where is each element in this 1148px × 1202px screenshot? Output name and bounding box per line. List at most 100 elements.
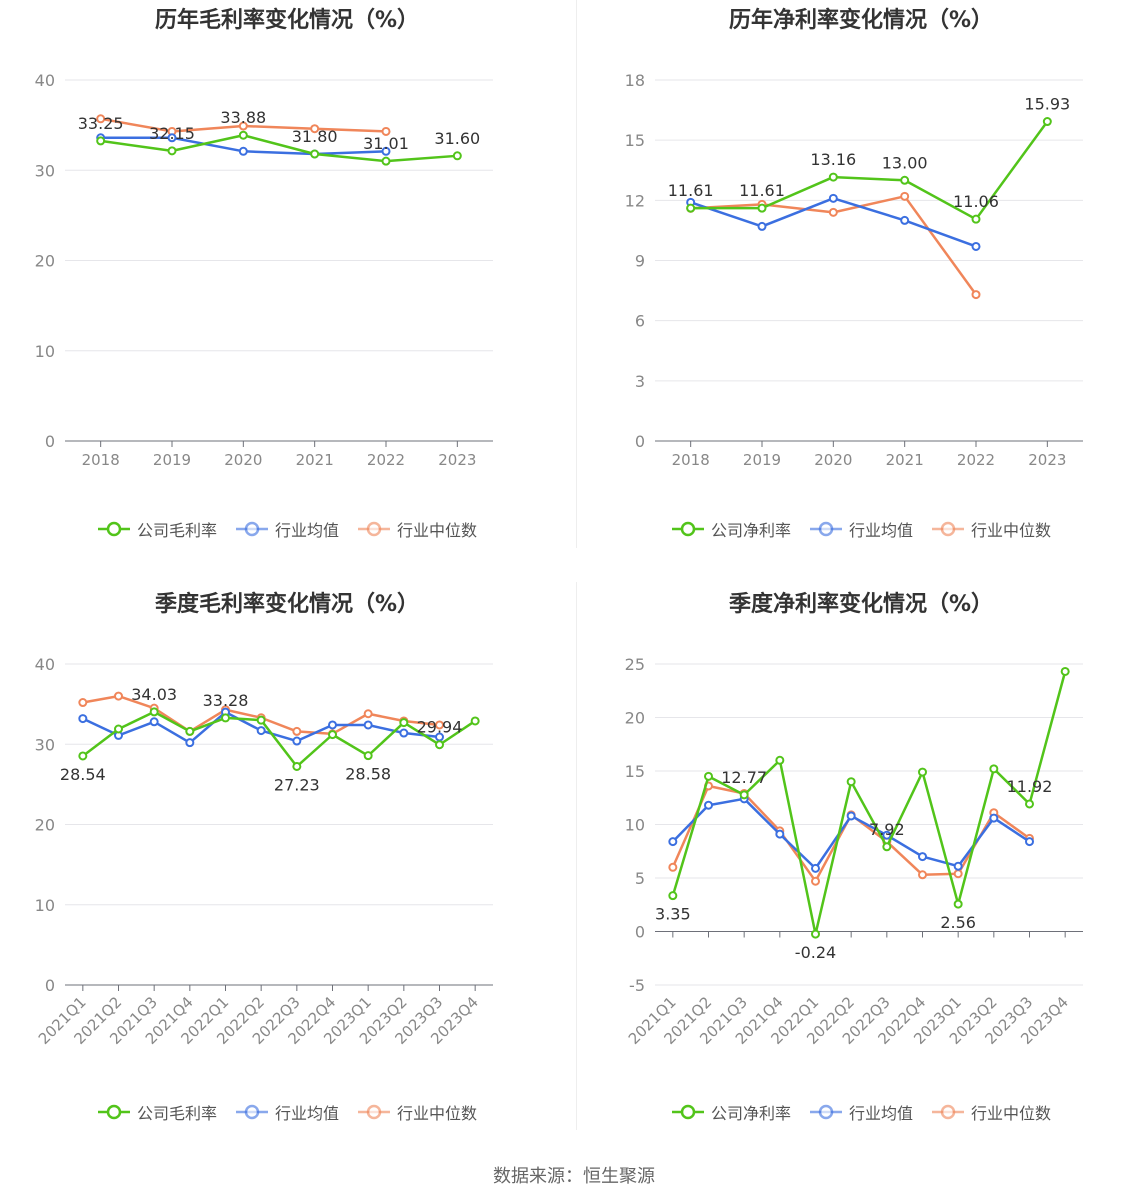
- data-point[interactable]: [328, 720, 337, 730]
- data-point[interactable]: [381, 126, 391, 136]
- data-point[interactable]: [953, 899, 963, 909]
- data-point[interactable]: [363, 751, 373, 761]
- legend-label: 行业中位数: [971, 521, 1052, 540]
- data-point[interactable]: [1025, 837, 1034, 847]
- data-point[interactable]: [310, 149, 320, 159]
- data-point[interactable]: [704, 800, 713, 810]
- data-point[interactable]: [828, 207, 838, 217]
- data-label: 33.25: [78, 114, 124, 133]
- data-point[interactable]: [381, 146, 391, 156]
- data-point[interactable]: [363, 720, 373, 730]
- data-point[interactable]: [114, 691, 123, 701]
- legend-label: 行业均值: [274, 521, 339, 540]
- data-point[interactable]: [292, 726, 302, 736]
- data-point[interactable]: [256, 715, 266, 725]
- data-point[interactable]: [167, 133, 177, 143]
- data-point[interactable]: [96, 114, 106, 124]
- data-point[interactable]: [900, 191, 910, 201]
- legend-item-1[interactable]: 行业均值: [235, 1100, 339, 1124]
- data-point[interactable]: [757, 203, 767, 213]
- data-point[interactable]: [1042, 117, 1052, 127]
- data-point[interactable]: [310, 124, 320, 134]
- data-point[interactable]: [953, 861, 963, 871]
- data-point[interactable]: [882, 842, 892, 852]
- data-point[interactable]: [185, 738, 195, 748]
- data-point[interactable]: [971, 214, 981, 224]
- legend-item-0[interactable]: 公司毛利率: [97, 517, 217, 541]
- legend-item-2[interactable]: 行业中位数: [357, 517, 477, 541]
- legend-item-0[interactable]: 公司毛利率: [97, 1100, 217, 1124]
- data-point[interactable]: [256, 726, 266, 736]
- data-point[interactable]: [989, 764, 999, 774]
- data-point[interactable]: [686, 203, 696, 213]
- legend-item-2[interactable]: 行业中位数: [357, 1100, 477, 1124]
- data-point[interactable]: [470, 716, 480, 726]
- data-point[interactable]: [811, 863, 820, 873]
- legend-item-1[interactable]: 行业均值: [235, 517, 339, 541]
- data-point[interactable]: [363, 709, 373, 719]
- data-point[interactable]: [96, 136, 106, 146]
- data-point[interactable]: [435, 720, 444, 730]
- data-point[interactable]: [238, 146, 248, 156]
- y-tick-label: 10: [35, 896, 55, 915]
- data-point[interactable]: [435, 740, 444, 750]
- chart-3: -505101520252021Q12021Q22021Q32021Q42022…: [625, 655, 1083, 1048]
- legend-item-1[interactable]: 行业均值: [809, 1100, 913, 1124]
- data-point[interactable]: [185, 726, 195, 736]
- data-point[interactable]: [775, 829, 785, 839]
- data-point[interactable]: [900, 215, 910, 225]
- data-point[interactable]: [757, 221, 767, 231]
- data-point[interactable]: [452, 151, 462, 161]
- legend-item-0[interactable]: 公司净利率: [671, 517, 791, 541]
- legend-item-2[interactable]: 行业中位数: [931, 517, 1051, 541]
- data-point[interactable]: [78, 714, 88, 724]
- data-point[interactable]: [149, 717, 159, 727]
- data-point[interactable]: [381, 156, 391, 166]
- data-point[interactable]: [292, 736, 302, 746]
- data-point[interactable]: [828, 172, 838, 182]
- data-point[interactable]: [971, 290, 981, 300]
- data-point[interactable]: [811, 876, 820, 886]
- data-point[interactable]: [811, 929, 820, 939]
- data-point[interactable]: [668, 837, 678, 847]
- data-point[interactable]: [238, 130, 248, 140]
- data-point[interactable]: [167, 146, 177, 156]
- data-point[interactable]: [292, 761, 302, 771]
- data-point[interactable]: [1025, 799, 1034, 809]
- chart-title-3: 季度净利率变化情况（%）: [728, 592, 994, 617]
- data-point[interactable]: [739, 790, 749, 800]
- data-point[interactable]: [1060, 666, 1070, 676]
- legend-item-0[interactable]: 公司净利率: [671, 1100, 791, 1124]
- data-point[interactable]: [828, 193, 838, 203]
- data-point[interactable]: [900, 175, 910, 185]
- data-label: 28.58: [345, 765, 391, 784]
- data-point[interactable]: [989, 813, 999, 823]
- data-point[interactable]: [846, 811, 856, 821]
- data-point[interactable]: [221, 713, 230, 723]
- data-point[interactable]: [114, 724, 123, 734]
- data-point[interactable]: [78, 698, 88, 708]
- data-label: 11.06: [953, 192, 999, 211]
- x-tick-label: 2023: [1028, 451, 1066, 469]
- legend-line-icon: [671, 1104, 704, 1120]
- data-point[interactable]: [668, 891, 678, 901]
- data-point[interactable]: [918, 870, 927, 880]
- data-point[interactable]: [953, 869, 963, 879]
- legend-item-1[interactable]: 行业均值: [809, 517, 913, 541]
- data-point[interactable]: [328, 730, 337, 740]
- data-point[interactable]: [918, 767, 927, 777]
- data-point[interactable]: [882, 830, 892, 840]
- data-point[interactable]: [238, 121, 248, 131]
- legend-item-2[interactable]: 行业中位数: [931, 1100, 1051, 1124]
- data-point[interactable]: [399, 718, 409, 728]
- data-point[interactable]: [918, 852, 927, 862]
- data-point[interactable]: [78, 751, 88, 761]
- data-point[interactable]: [149, 707, 159, 717]
- y-tick-label: 15: [625, 131, 645, 150]
- data-point[interactable]: [775, 755, 785, 765]
- data-point[interactable]: [704, 771, 713, 781]
- data-point[interactable]: [399, 728, 409, 738]
- data-point[interactable]: [971, 241, 981, 251]
- data-point[interactable]: [846, 777, 856, 787]
- data-point[interactable]: [668, 862, 678, 872]
